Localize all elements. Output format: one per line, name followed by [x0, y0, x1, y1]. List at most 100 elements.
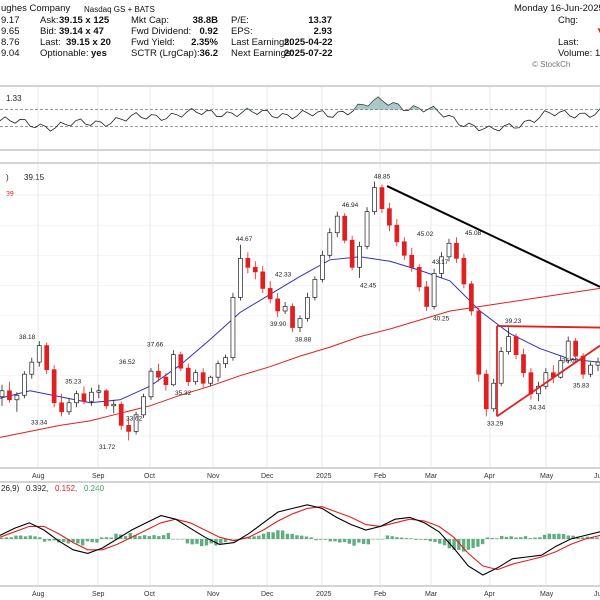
macd-histogram-bar [476, 539, 480, 547]
macd-histogram-bar [66, 539, 71, 544]
macd-histogram-bar [566, 535, 571, 539]
price-annotation: 35.23 [65, 378, 82, 385]
candle-body [200, 372, 206, 384]
candle-body [409, 254, 415, 268]
macd-histogram-bar [504, 536, 509, 539]
price-annotation: 39.23 [505, 318, 522, 325]
fwd-yield-label: Fwd Yield: [131, 37, 175, 48]
macd-histogram-bar [52, 539, 56, 541]
trendline-triangle-top [496, 325, 600, 329]
macd-histogram-bar [433, 539, 437, 543]
candle-body [327, 232, 333, 256]
candle-body [133, 414, 139, 432]
macd-histogram-bar [157, 536, 161, 539]
candle-body [379, 187, 385, 209]
macd-histogram-bar [457, 539, 461, 550]
macd-histogram-bar [547, 533, 552, 539]
candle-body [245, 257, 251, 268]
macd-histogram-bar [276, 530, 280, 539]
x-tick-label: Apr [484, 473, 496, 480]
macd-histogram-bar [395, 537, 399, 539]
candle-body [394, 224, 400, 243]
price-annotation: 46.94 [342, 202, 359, 209]
bid-value: 39.14 x 47 [59, 26, 104, 37]
macd-histogram-bar [571, 535, 575, 539]
macd-histogram-bar [147, 536, 152, 539]
macd-histogram-bar [290, 533, 294, 539]
x-tick-label: 2025 [316, 591, 332, 598]
macd-histogram-bar [400, 537, 404, 539]
x-tick-label: Dec [261, 473, 274, 480]
company-name: ughes Company [1, 3, 71, 14]
candle-body [267, 288, 273, 300]
macd-histogram-bar [166, 533, 171, 539]
macd-histogram-bar [90, 539, 94, 543]
macd-histogram-bar [500, 535, 504, 539]
top-indicator-line [0, 96, 600, 132]
macd-line-signal [0, 506, 600, 571]
price-annotation: 38.88 [295, 336, 312, 343]
macd-histogram-bar [171, 539, 175, 540]
macd-histogram-bar [528, 538, 532, 539]
exchange-label: Nasdaq GS + BATS [84, 5, 155, 14]
candle-body [36, 345, 42, 363]
candle-body [185, 367, 191, 383]
header-left-value-2: 9.65 [1, 26, 20, 37]
x-tick-label: Jun [594, 473, 600, 480]
price-annotation: 35.83 [573, 382, 590, 389]
header-left-value-3: 8.76 [1, 37, 20, 48]
macd-histogram-bar [19, 535, 23, 539]
x-tick-label: Aug [32, 591, 45, 598]
x-tick-label: Oct [144, 473, 155, 480]
x-tick-label: May [540, 473, 554, 480]
candle-body [595, 361, 600, 366]
macd-histogram-bar [204, 539, 209, 546]
macd-signal-value: 0.152, [55, 484, 77, 493]
pe-label: P/E: [231, 15, 249, 26]
candle-body [521, 354, 526, 374]
macd-histogram-bar [219, 539, 223, 544]
candle-body [260, 271, 266, 289]
macd-histogram-bar [295, 535, 299, 539]
candle-body [528, 372, 534, 395]
fwd-yield-value: 2.35% [191, 37, 218, 48]
macd-histogram-bar [495, 538, 499, 539]
x-tick-label: Nov [207, 473, 220, 480]
candle-body [573, 340, 579, 357]
sctr-label: SCTR (LrgCap): [131, 48, 200, 59]
fwd-dividend-label: Fwd Dividend: [131, 26, 192, 37]
macd-histogram-bar [23, 536, 28, 539]
macd-histogram-bar [471, 539, 475, 548]
macd-histogram-bar [333, 539, 337, 542]
macd-histogram-bar [133, 535, 137, 539]
macd-histogram-bar [438, 539, 442, 544]
last-earnings-value: 2025-04-22 [284, 37, 333, 48]
bid-label: Bid: [40, 26, 57, 37]
trendline-triangle-bottom [496, 344, 600, 418]
macd-histogram-bar [9, 537, 13, 539]
candle-body [357, 245, 362, 268]
macd-histogram-bar [371, 539, 375, 540]
fwd-dividend-value: 0.92 [199, 26, 219, 37]
macd-histogram-bar [538, 537, 542, 539]
macd-histogram-bar [509, 536, 513, 539]
x-tick-label: Mar [425, 473, 438, 480]
ask-value: 39.15 x 125 [59, 15, 110, 26]
macd-histogram-bar [0, 537, 4, 539]
candle-body [334, 215, 340, 234]
candle-body [558, 360, 564, 378]
last-label: Last: [40, 37, 61, 48]
candle-body [156, 370, 161, 378]
macd-histogram-bar [200, 539, 204, 547]
candle-body [446, 242, 452, 258]
macd-histogram-bar [161, 535, 166, 539]
macd-histogram-bar [390, 536, 394, 539]
macd-histogram-bar [442, 539, 447, 546]
candle-body [163, 376, 169, 386]
candle-body [66, 402, 72, 413]
down-arrow-icon: ▼ [596, 26, 600, 35]
macd-histogram-value: 0.240 [84, 484, 105, 493]
macd-histogram-bar [233, 539, 237, 540]
macd-histogram-bar [366, 539, 371, 545]
eps-label: EPS: [231, 26, 253, 37]
